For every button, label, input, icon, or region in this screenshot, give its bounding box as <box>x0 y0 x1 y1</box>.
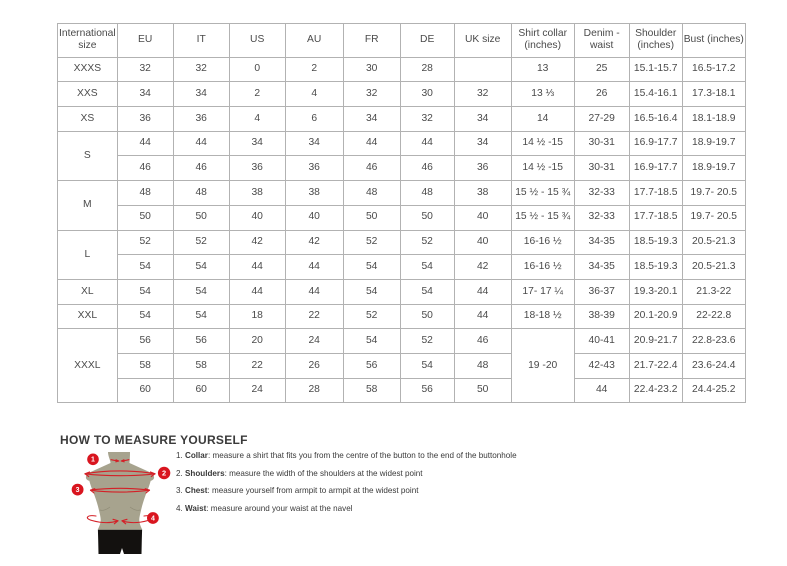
svg-text:3: 3 <box>76 487 80 494</box>
svg-text:2: 2 <box>162 469 166 478</box>
svg-text:4: 4 <box>151 516 155 523</box>
svg-text:1: 1 <box>91 457 95 464</box>
